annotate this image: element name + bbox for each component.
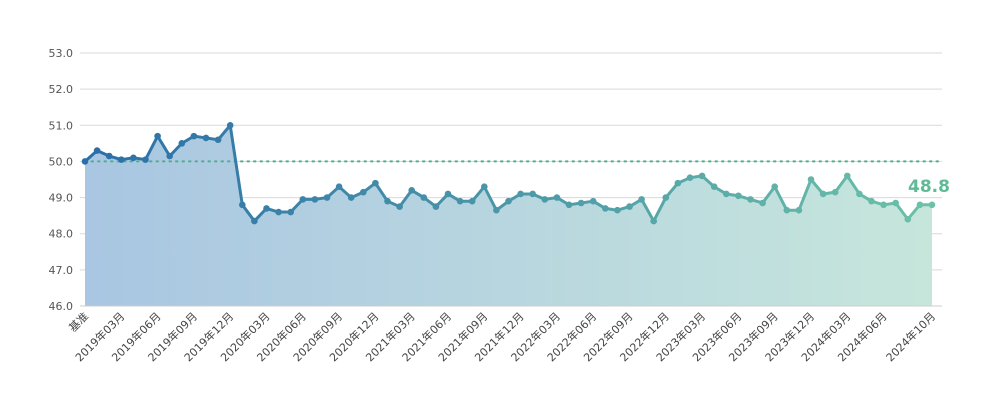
data-point xyxy=(771,183,778,191)
data-point xyxy=(81,158,89,165)
x-tick-label: 基准 xyxy=(66,310,91,335)
data-point xyxy=(118,156,125,163)
data-point xyxy=(299,196,307,203)
data-point xyxy=(384,197,391,205)
data-point xyxy=(626,203,633,210)
data-point xyxy=(723,190,730,198)
data-point xyxy=(263,205,270,212)
data-point xyxy=(662,194,670,201)
y-tick-label: 52.0 xyxy=(49,83,74,96)
data-point xyxy=(335,183,343,191)
y-tick-label: 46.0 xyxy=(49,300,74,313)
data-point xyxy=(420,194,428,201)
y-tick-label: 50.0 xyxy=(49,155,74,168)
y-tick-label: 49.0 xyxy=(49,192,74,205)
data-point xyxy=(347,194,355,201)
data-point xyxy=(372,179,379,187)
data-point xyxy=(916,201,924,209)
data-point xyxy=(892,199,899,207)
data-point xyxy=(614,206,621,214)
data-point xyxy=(783,206,791,214)
data-point xyxy=(142,156,149,163)
data-point xyxy=(747,196,754,203)
data-point xyxy=(408,187,416,194)
data-point xyxy=(686,174,694,181)
data-point xyxy=(456,197,464,205)
data-point xyxy=(93,147,101,154)
data-point xyxy=(650,217,657,225)
data-point xyxy=(565,201,573,209)
data-point xyxy=(698,172,706,180)
y-tick-label: 48.0 xyxy=(49,228,74,241)
data-point xyxy=(735,192,742,200)
data-point xyxy=(360,188,367,196)
data-point xyxy=(759,199,766,207)
data-point xyxy=(202,134,210,142)
data-point xyxy=(493,206,500,214)
data-point xyxy=(505,197,512,205)
data-point xyxy=(904,215,912,223)
data-point xyxy=(214,136,222,144)
data-point xyxy=(311,196,319,203)
data-point xyxy=(541,196,549,203)
data-point xyxy=(928,201,936,209)
data-point xyxy=(190,132,198,140)
data-point xyxy=(602,205,609,212)
data-point xyxy=(710,183,718,191)
data-point xyxy=(154,132,161,140)
data-point xyxy=(239,201,246,209)
data-point xyxy=(481,183,488,191)
data-point xyxy=(807,176,815,183)
data-point xyxy=(323,194,331,201)
y-tick-label: 53.0 xyxy=(49,47,74,60)
data-point xyxy=(795,206,803,214)
data-point xyxy=(553,194,561,201)
y-tick-label: 51.0 xyxy=(49,119,74,132)
y-axis-ticks: 53.0 52.0 51.0 50.0 49.0 48.0 47.0 46.0 xyxy=(49,47,74,313)
x-tick-label: 2024年10月 xyxy=(883,309,938,364)
data-point xyxy=(517,190,524,198)
data-point xyxy=(130,154,137,162)
y-tick-label: 47.0 xyxy=(49,264,74,277)
data-point xyxy=(674,179,682,187)
series-points xyxy=(81,121,936,225)
x-axis-ticks: 基准2019年03月2019年06月2019年09月2019年12月2020年0… xyxy=(66,309,938,364)
data-point xyxy=(831,188,839,196)
data-point xyxy=(844,172,851,180)
data-point xyxy=(178,140,186,147)
data-point xyxy=(529,190,536,198)
data-point xyxy=(819,190,827,198)
data-point xyxy=(638,196,645,203)
data-point xyxy=(577,199,585,207)
data-point xyxy=(226,121,234,129)
data-point xyxy=(287,208,295,216)
data-point xyxy=(166,152,173,160)
data-point xyxy=(432,203,440,210)
data-point xyxy=(880,201,887,209)
data-point xyxy=(396,203,403,210)
data-point xyxy=(868,197,875,205)
data-point xyxy=(468,197,476,205)
data-point xyxy=(589,197,597,205)
data-point xyxy=(856,190,863,198)
data-point xyxy=(251,217,258,225)
data-point xyxy=(444,190,452,198)
last-value-label: 48.8 xyxy=(908,177,950,197)
data-point xyxy=(275,208,282,216)
data-point xyxy=(105,152,113,160)
series-area xyxy=(85,125,932,306)
